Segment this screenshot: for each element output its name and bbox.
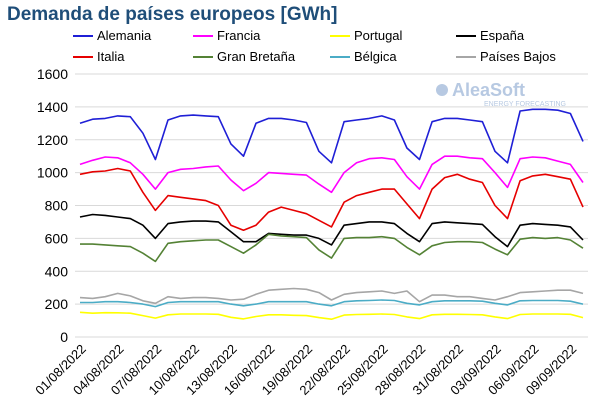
- legend: Alemania Francia Portugal España Italia Gran …: [73, 28, 556, 64]
- series-line-gran-bretaña: [80, 233, 584, 263]
- watermark-icon: [436, 84, 448, 96]
- watermark-brand: AleaSoft: [452, 80, 525, 100]
- y-tick-label: 1200: [37, 132, 68, 148]
- watermark-tagline: ENERGY FORECASTING: [484, 101, 566, 108]
- chart-title: Demanda de países europeos [GWh]: [7, 4, 338, 25]
- y-tick-label: 1600: [37, 66, 68, 82]
- legend-label: Italia: [97, 49, 125, 64]
- y-tick-label: 1400: [37, 99, 68, 115]
- series-line-italia: [79, 167, 584, 231]
- y-tick-label: 800: [45, 198, 69, 214]
- legend-label: España: [480, 28, 525, 43]
- y-axis-labels: 0 200 400 600 800 1000 1200 1400 1600: [37, 66, 68, 345]
- series-line-alemania: [79, 108, 584, 164]
- legend-label: Países Bajos: [480, 49, 556, 64]
- y-tick-label: 0: [60, 329, 68, 345]
- grid-lines: [75, 73, 588, 338]
- y-tick-label: 200: [45, 296, 69, 312]
- series-line-portugal: [79, 311, 584, 321]
- series-line-francia: [79, 155, 584, 194]
- series-line-países-bajos: [79, 287, 584, 305]
- legend-label: Portugal: [354, 28, 403, 43]
- y-tick-label: 400: [45, 263, 69, 279]
- legend-label: Bélgica: [354, 49, 397, 64]
- x-axis-labels: 01/08/202204/08/202207/08/202210/08/2022…: [32, 341, 579, 398]
- watermark-logo: AleaSoft ENERGY FORECASTING: [436, 80, 566, 108]
- series-line-bélgica: [80, 299, 584, 308]
- legend-label: Gran Bretaña: [217, 49, 296, 64]
- series-line-españa: [79, 213, 584, 248]
- series-lines: [79, 108, 584, 321]
- y-tick-label: 600: [45, 230, 69, 246]
- y-tick-label: 1000: [37, 165, 68, 181]
- legend-label: Francia: [217, 28, 261, 43]
- legend-label: Alemania: [97, 28, 152, 43]
